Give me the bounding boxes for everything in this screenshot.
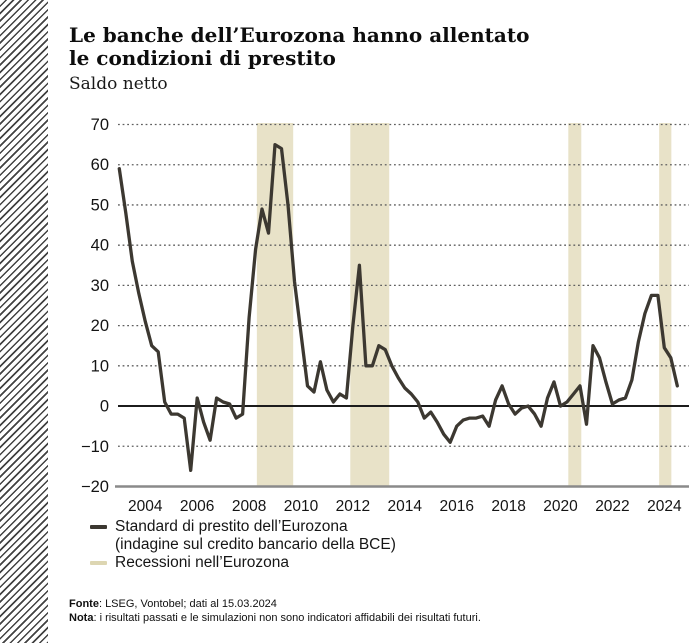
chart-footnotes: Fonte: LSEG, Vontobel; dati al 15.03.202… <box>69 597 481 625</box>
legend-recession-marker-icon <box>90 561 107 565</box>
chart-title-line1: Le banche dell’Eurozona hanno allentato <box>69 23 530 47</box>
legend-line-marker-icon <box>90 525 107 529</box>
x-tick-label: 2014 <box>388 498 423 515</box>
legend-item-series: Standard di prestito dell’Eurozona (inda… <box>90 518 396 554</box>
x-tick-label: 2020 <box>543 498 578 515</box>
y-tick-label: −10 <box>81 438 109 456</box>
x-tick-label: 2012 <box>336 498 370 515</box>
x-tick-label: 2006 <box>180 498 214 515</box>
legend-recession-label: Recessioni nell’Eurozona <box>115 554 290 571</box>
x-tick-label: 2008 <box>232 498 266 515</box>
y-tick-label: −20 <box>81 478 109 496</box>
source-note: Fonte: LSEG, Vontobel; dati al 15.03.202… <box>69 598 277 610</box>
chart-header: Le banche dell’Eurozona hanno allentato … <box>69 24 529 95</box>
disclaimer-note: Nota: i risultati passati e le simulazio… <box>69 612 481 624</box>
y-tick-label: 10 <box>91 357 109 375</box>
y-tick-label: 40 <box>91 237 109 255</box>
y-tick-label: 0 <box>100 398 109 416</box>
y-tick-label: 30 <box>91 277 109 295</box>
x-tick-label: 2018 <box>491 498 525 515</box>
x-tick-label: 2016 <box>439 498 473 515</box>
chart-title-line2: le condizioni di prestito <box>69 46 336 70</box>
chart-legend: Standard di prestito dell’Eurozona (inda… <box>90 518 396 572</box>
x-tick-label: 2010 <box>284 498 319 515</box>
series-line <box>117 142 679 473</box>
y-tick-label: 50 <box>91 196 109 214</box>
y-tick-label: 60 <box>91 156 109 174</box>
recession-band <box>568 123 582 487</box>
x-tick-label: 2004 <box>128 498 163 515</box>
y-tick-label: 70 <box>91 116 109 134</box>
legend-item-recessions: Recessioni nell’Eurozona <box>90 554 396 572</box>
chart-title: Le banche dell’Eurozona hanno allentato … <box>69 24 529 70</box>
x-tick-label: 2022 <box>595 498 629 515</box>
recession-band <box>659 123 672 487</box>
chart-subtitle: Saldo netto <box>69 74 168 94</box>
y-tick-label: 20 <box>91 317 109 335</box>
decorative-hatch-stripe <box>0 0 48 643</box>
legend-series-label: Standard di prestito dell’Eurozona (inda… <box>115 518 396 553</box>
x-tick-label: 2024 <box>647 498 682 515</box>
recession-band <box>256 123 294 487</box>
